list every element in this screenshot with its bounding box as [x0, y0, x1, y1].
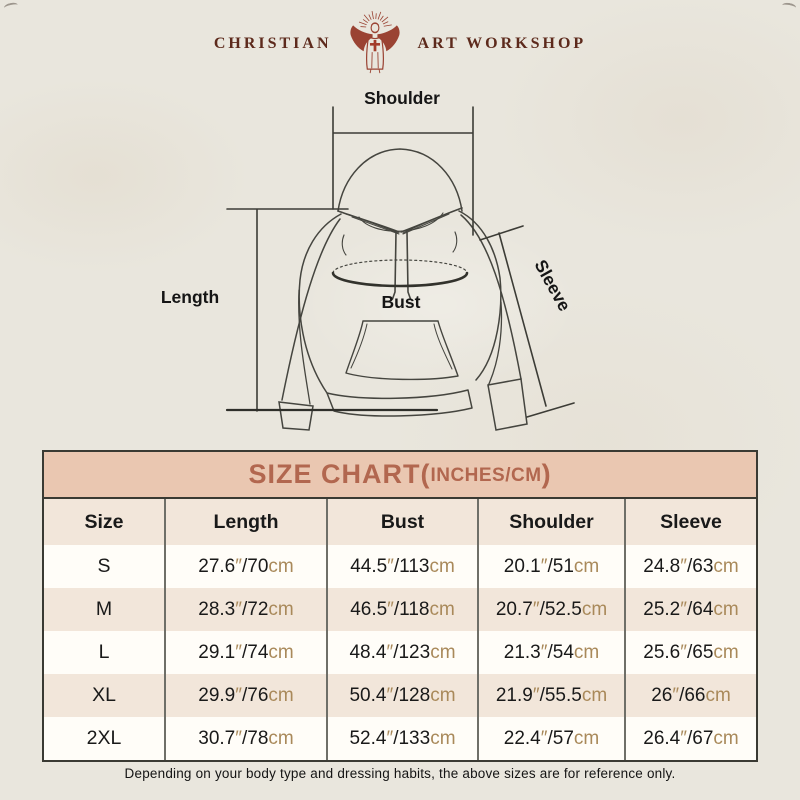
- cell-shoulder: 21.9″/55.5cm: [477, 674, 625, 717]
- inch-mark: ″: [386, 641, 394, 663]
- cell-length: 30.7″/78cm: [164, 717, 327, 760]
- brand-name-left: CHRISTIAN: [213, 35, 332, 52]
- diagram-label-bust: Bust: [382, 292, 421, 312]
- measurement-lines: [225, 106, 575, 418]
- brand-name-right: ART WORKSHOP: [417, 35, 587, 52]
- cell-length: 29.1″/74cm: [164, 631, 327, 674]
- cross-icon: [369, 39, 380, 52]
- inch-mark: ″: [235, 727, 242, 749]
- inch-mark: ″: [235, 555, 242, 577]
- shoulder-measure-line: [332, 106, 474, 236]
- inch-mark: ″: [680, 641, 687, 663]
- inch-mark: ″: [532, 598, 540, 620]
- inch-mark: ″: [540, 555, 548, 577]
- cm-unit: cm: [713, 598, 739, 620]
- reference-note: Depending on your body type and dressing…: [124, 766, 676, 781]
- size-chart-title-units: INCHES/CM: [430, 465, 542, 486]
- table-row-2xl: 2XL 30.7″/78cm 52.4″/133cm 22.4″/57cm 26.4″/…: [44, 717, 756, 760]
- cell-bust: 50.4″/128cm: [326, 674, 478, 717]
- cell-shoulder: 22.4″/57cm: [477, 717, 625, 760]
- cm-unit: cm: [429, 598, 455, 620]
- cell-sleeve: 26.4″/67cm: [624, 717, 756, 760]
- table-row-m: M 28.3″/72cm 46.5″/118cm 20.7″/52.5cm 25.2″/…: [44, 588, 756, 631]
- cell-sleeve: 25.6″/65cm: [624, 631, 756, 674]
- size-chart-title-close: ): [541, 459, 552, 489]
- cm-unit: cm: [268, 598, 294, 620]
- inch-mark: ″: [540, 641, 548, 663]
- cm-unit: cm: [573, 727, 600, 749]
- table-header-row: Size Length Bust Shoulder Sleeve: [44, 499, 756, 545]
- cell-shoulder: 21.3″/54cm: [477, 631, 625, 674]
- cm-unit: cm: [430, 684, 456, 706]
- cm-unit: cm: [429, 555, 455, 577]
- hoodie-measurement-diagram: Shoulder Length Bust Sleeve: [161, 88, 576, 431]
- cell-length: 27.6″/70cm: [164, 545, 327, 588]
- cell-shoulder: 20.7″/52.5cm: [477, 588, 625, 631]
- sleeve-measure-line: [479, 225, 575, 418]
- cm-unit: cm: [581, 684, 608, 706]
- cell-bust: 48.4″/123cm: [326, 631, 478, 674]
- cell-size: XL: [44, 674, 165, 717]
- cm-unit: cm: [581, 598, 608, 620]
- cell-sleeve: 25.2″/64cm: [624, 588, 756, 631]
- brand-logo: CHRISTIAN ART WORKSHOP: [0, 8, 800, 80]
- cm-unit: cm: [713, 555, 739, 577]
- cell-bust: 44.5″/113cm: [326, 545, 478, 588]
- cell-sleeve: 24.8″/63cm: [624, 545, 756, 588]
- cell-length: 28.3″/72cm: [164, 588, 327, 631]
- cm-unit: cm: [705, 684, 731, 706]
- cm-unit: cm: [268, 684, 294, 706]
- table-row-xl: XL 29.9″/76cm 50.4″/128cm 21.9″/55.5cm 26″/6…: [44, 674, 756, 717]
- length-measure-line: [226, 208, 349, 412]
- column-header-length: Length: [164, 499, 327, 545]
- column-header-sleeve: Sleeve: [624, 499, 756, 545]
- size-chart: SIZE CHART(INCHES/CM) Size Length Bust Shou…: [42, 450, 758, 762]
- cm-unit: cm: [573, 641, 600, 663]
- hoodie-outline: [278, 148, 528, 431]
- cm-unit: cm: [268, 555, 294, 577]
- cell-size: S: [44, 545, 165, 588]
- cm-unit: cm: [268, 727, 294, 749]
- cell-sleeve: 26″/66cm: [624, 674, 756, 717]
- cm-unit: cm: [713, 641, 739, 663]
- diagram-label-length: Length: [161, 287, 219, 307]
- size-chart-table: Size Length Bust Shoulder Sleeve S 27.6″/70cm…: [44, 499, 756, 760]
- inch-mark: ″: [540, 727, 548, 749]
- inch-mark: ″: [672, 684, 680, 706]
- inch-mark: ″: [680, 727, 687, 749]
- column-header-bust: Bust: [326, 499, 478, 545]
- cell-size: L: [44, 631, 165, 674]
- inch-mark: ″: [387, 598, 394, 620]
- inch-mark: ″: [235, 684, 242, 706]
- cm-unit: cm: [573, 555, 600, 577]
- cell-shoulder: 20.1″/51cm: [477, 545, 625, 588]
- table-row-s: S 27.6″/70cm 44.5″/113cm 20.1″/51cm 24.8″/63…: [44, 545, 756, 588]
- cm-unit: cm: [268, 641, 294, 663]
- cell-bust: 52.4″/133cm: [326, 717, 478, 760]
- jesus-rays-cross-icon: [349, 10, 400, 74]
- size-chart-title: SIZE CHART(INCHES/CM): [44, 452, 756, 499]
- cm-unit: cm: [430, 641, 456, 663]
- column-header-shoulder: Shoulder: [477, 499, 625, 545]
- inch-mark: ″: [386, 684, 394, 706]
- cell-size: 2XL: [44, 717, 165, 760]
- inch-mark: ″: [680, 555, 687, 577]
- inch-mark: ″: [532, 684, 540, 706]
- cell-length: 29.9″/76cm: [164, 674, 327, 717]
- inch-mark: ″: [680, 598, 687, 620]
- diagram-label-shoulder: Shoulder: [364, 88, 440, 108]
- table-row-l: L 29.1″/74cm 48.4″/123cm 21.3″/54cm 25.6″/65…: [44, 631, 756, 674]
- inch-mark: ″: [386, 727, 394, 749]
- inch-mark: ″: [235, 598, 242, 620]
- inch-mark: ″: [235, 641, 242, 663]
- cell-bust: 46.5″/118cm: [326, 588, 478, 631]
- size-chart-title-main: SIZE CHART(: [248, 459, 431, 489]
- cm-unit: cm: [430, 727, 456, 749]
- diagram-label-sleeve: Sleeve: [531, 256, 576, 314]
- cm-unit: cm: [713, 727, 739, 749]
- column-header-size: Size: [44, 499, 165, 545]
- inch-mark: ″: [387, 555, 394, 577]
- cell-size: M: [44, 588, 165, 631]
